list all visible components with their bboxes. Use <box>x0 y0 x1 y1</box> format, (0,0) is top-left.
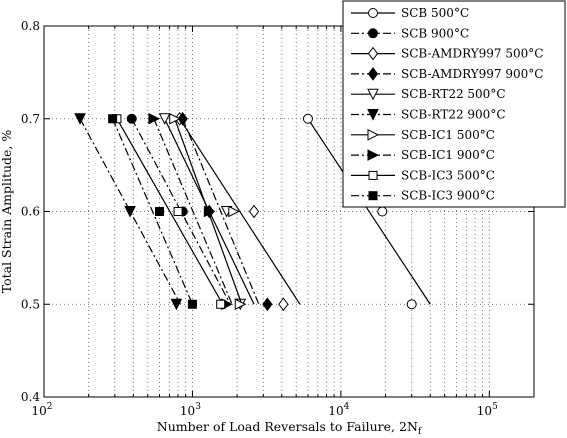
data-point-triangle-right <box>203 205 216 218</box>
data-point-triangle-down <box>367 109 379 121</box>
data-point-square <box>155 207 165 216</box>
y-tick-label: 0.5 <box>21 297 40 311</box>
legend-label: SCB 900°C <box>401 26 469 40</box>
y-tick-label: 0.8 <box>21 19 40 33</box>
x-tick-label: 103 <box>180 402 201 418</box>
data-point-diamond <box>248 204 260 219</box>
x-tick-label: 102 <box>31 402 52 418</box>
series-line <box>182 118 260 305</box>
series-5 <box>74 113 183 311</box>
data-point-square <box>368 170 378 180</box>
legend-label: SCB-IC3 500°C <box>401 168 495 182</box>
legend-entry-5: SCB-RT22 900°C <box>351 108 506 122</box>
legend-entry-8: SCB-IC3 500°C <box>351 168 495 182</box>
x-axis-title: Number of Load Reversals to Failure, 2Nf <box>157 419 422 437</box>
data-point-square <box>173 207 183 216</box>
data-point-square <box>368 191 378 201</box>
data-point-square <box>108 114 118 124</box>
data-point-triangle-right <box>169 112 181 125</box>
y-tick-label: 0.7 <box>21 112 40 126</box>
legend-entry-1: SCB 900°C <box>351 26 469 40</box>
series-line <box>307 118 431 305</box>
data-point-diamond <box>367 46 379 61</box>
legend-label: SCB-IC1 900°C <box>401 148 495 162</box>
data-point-triangle-right <box>234 298 247 311</box>
legend-label: SCB-AMDRY997 900°C <box>401 67 543 81</box>
data-point-square <box>187 299 197 309</box>
data-point-triangle-down <box>158 113 171 125</box>
data-point-circle <box>406 299 417 310</box>
data-point-circle <box>368 8 378 18</box>
data-point-triangle-down <box>367 88 379 101</box>
series-line <box>153 118 233 305</box>
data-point-triangle-right <box>367 128 380 141</box>
data-point-circle <box>377 206 388 217</box>
legend-label: SCB-RT22 500°C <box>401 87 506 101</box>
legend: SCB 500°C SCB 900°C SCB-AMDRY997 500°C SCB-… <box>342 0 566 208</box>
axes-layer: 102 103 104 105 0.4 0.5 0.6 0.7 0.8 Number of Loa… <box>0 19 535 437</box>
data-point-diamond <box>278 297 289 312</box>
data-point-diamond <box>262 297 273 312</box>
legend-entry-2: SCB-AMDRY997 500°C <box>351 47 543 61</box>
legend-label: SCB-AMDRY997 500°C <box>401 47 543 61</box>
x-tick-label: 105 <box>477 402 498 418</box>
data-point-triangle-down <box>170 298 183 311</box>
legend-entry-7: SCB-IC1 900°C <box>351 148 495 162</box>
legend-entry-3: SCB-AMDRY997 900°C <box>351 67 543 81</box>
legend-label: SCB-IC3 900°C <box>401 189 495 203</box>
series-9 <box>108 114 197 309</box>
data-point-triangle-right <box>367 149 380 161</box>
legend-entry-6: SCB-IC1 500°C <box>351 128 495 142</box>
data-point-triangle-right <box>228 205 240 218</box>
series-0 <box>302 113 431 310</box>
data-point-triangle-down <box>124 206 136 218</box>
legend-entry-4: SCB-RT22 500°C <box>351 87 506 101</box>
series-line <box>131 118 231 305</box>
data-point-triangle-down <box>74 113 86 125</box>
data-point-circle <box>302 113 313 124</box>
data-point-circle <box>368 28 378 39</box>
data-point-diamond <box>367 67 379 81</box>
y-tick-label: 0.4 <box>21 390 40 404</box>
data-point-square <box>216 299 226 309</box>
data-point-triangle-right <box>148 112 161 125</box>
legend-label: SCB-IC1 500°C <box>401 128 495 142</box>
legend-label: SCB-RT22 900°C <box>401 108 506 122</box>
series-line <box>112 118 193 305</box>
legend-box <box>342 0 566 208</box>
data-point-circle <box>126 113 137 124</box>
legend-entry-0: SCB 500°C <box>351 6 469 20</box>
series-line <box>116 118 224 305</box>
y-tick-label: 0.6 <box>21 205 40 219</box>
y-axis-title: Total Strain Amplitude, % <box>0 130 14 294</box>
x-tick-label: 104 <box>328 402 349 418</box>
legend-entry-9: SCB-IC3 900°C <box>351 189 495 203</box>
series-line <box>79 118 181 305</box>
data-point-diamond <box>177 111 188 126</box>
legend-label: SCB 500°C <box>401 6 469 20</box>
series-layer <box>74 111 431 312</box>
